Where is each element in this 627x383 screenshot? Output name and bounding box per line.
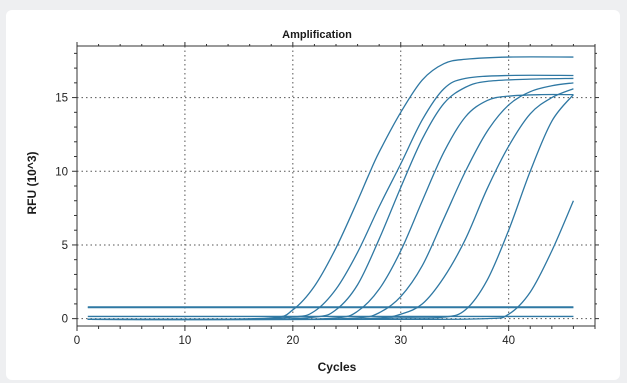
y-axis-label: RFU (10^3) — [25, 151, 39, 214]
amplification-curve — [87, 94, 574, 321]
x-tick-label: 0 — [74, 335, 80, 347]
x-tick-label: 40 — [502, 335, 515, 347]
x-tick-label: 10 — [179, 335, 192, 347]
chart-title: Amplification — [282, 29, 352, 41]
amplification-curve — [87, 93, 574, 321]
amplification-curve — [87, 56, 574, 321]
y-tick-label: 10 — [55, 166, 68, 178]
amplification-curve — [87, 88, 574, 321]
grid — [77, 46, 595, 326]
x-tick-label: 20 — [286, 335, 299, 347]
y-tick-label: 0 — [62, 314, 68, 326]
y-tick-label: 5 — [62, 240, 68, 252]
amplification-curve — [87, 200, 575, 321]
amplification-curve — [87, 77, 574, 321]
ticks: 0 10 20 30 40 0 5 10 15 — [55, 42, 599, 347]
amplification-curve — [87, 82, 574, 321]
amplification-curve — [87, 74, 574, 321]
y-tick-label: 15 — [55, 93, 68, 105]
plot-frame — [76, 45, 596, 327]
series-group — [87, 56, 575, 321]
x-tick-label: 30 — [394, 335, 407, 347]
x-axis-label: Cycles — [318, 360, 357, 374]
